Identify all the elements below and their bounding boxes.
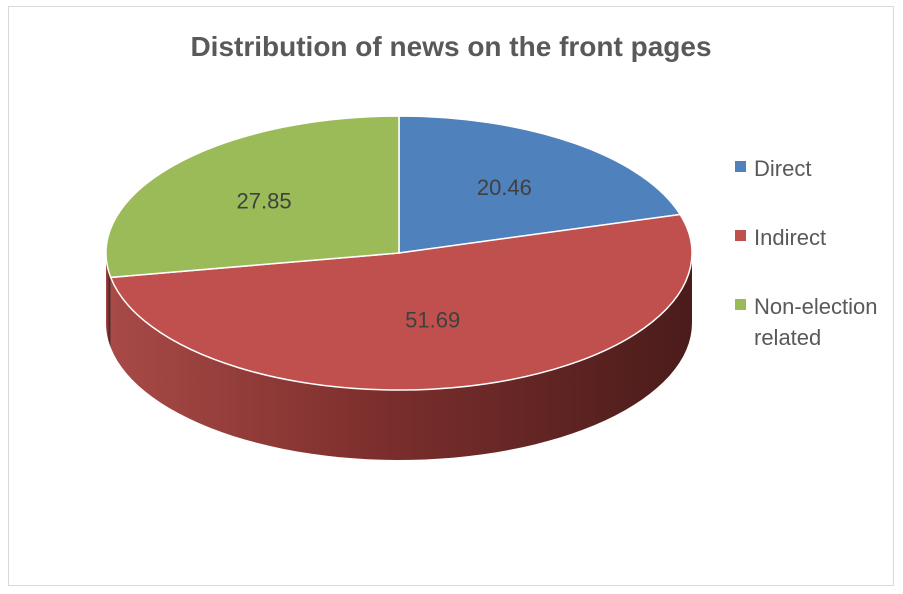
data-label-direct: 20.46 xyxy=(477,175,532,200)
legend-label-indirect: Indirect xyxy=(754,225,827,250)
pie-slice-indirect[interactable] xyxy=(109,213,693,391)
pie-side-indirect xyxy=(110,253,692,460)
legend-label-non-election: Non-election related xyxy=(754,294,878,350)
pie-side-non-election-related xyxy=(106,253,111,348)
chart-frame: Distribution of news on the front pages … xyxy=(8,6,894,586)
pie-data-labels: 20.46 51.69 27.85 xyxy=(237,175,532,332)
pie-top-slices xyxy=(105,115,693,391)
data-label-indirect: 51.69 xyxy=(405,308,460,333)
pie-side-walls xyxy=(106,253,692,460)
pie-slice-direct[interactable] xyxy=(398,115,682,254)
legend: Direct Indirect Non-election related xyxy=(735,153,895,391)
legend-item-direct[interactable]: Direct xyxy=(735,153,895,184)
data-label-non-election-related: 27.85 xyxy=(237,188,292,213)
pie-chart: 20.46 51.69 27.85 xyxy=(105,115,693,460)
pie-slice-non-election-related[interactable] xyxy=(105,115,400,279)
legend-swatch-non-election xyxy=(735,299,746,310)
legend-item-indirect[interactable]: Indirect xyxy=(735,222,895,253)
legend-swatch-direct xyxy=(735,161,746,172)
legend-item-non-election[interactable]: Non-election related xyxy=(735,291,895,353)
legend-swatch-indirect xyxy=(735,230,746,241)
chart-title: Distribution of news on the front pages xyxy=(190,31,712,62)
legend-label-direct: Direct xyxy=(754,156,812,181)
